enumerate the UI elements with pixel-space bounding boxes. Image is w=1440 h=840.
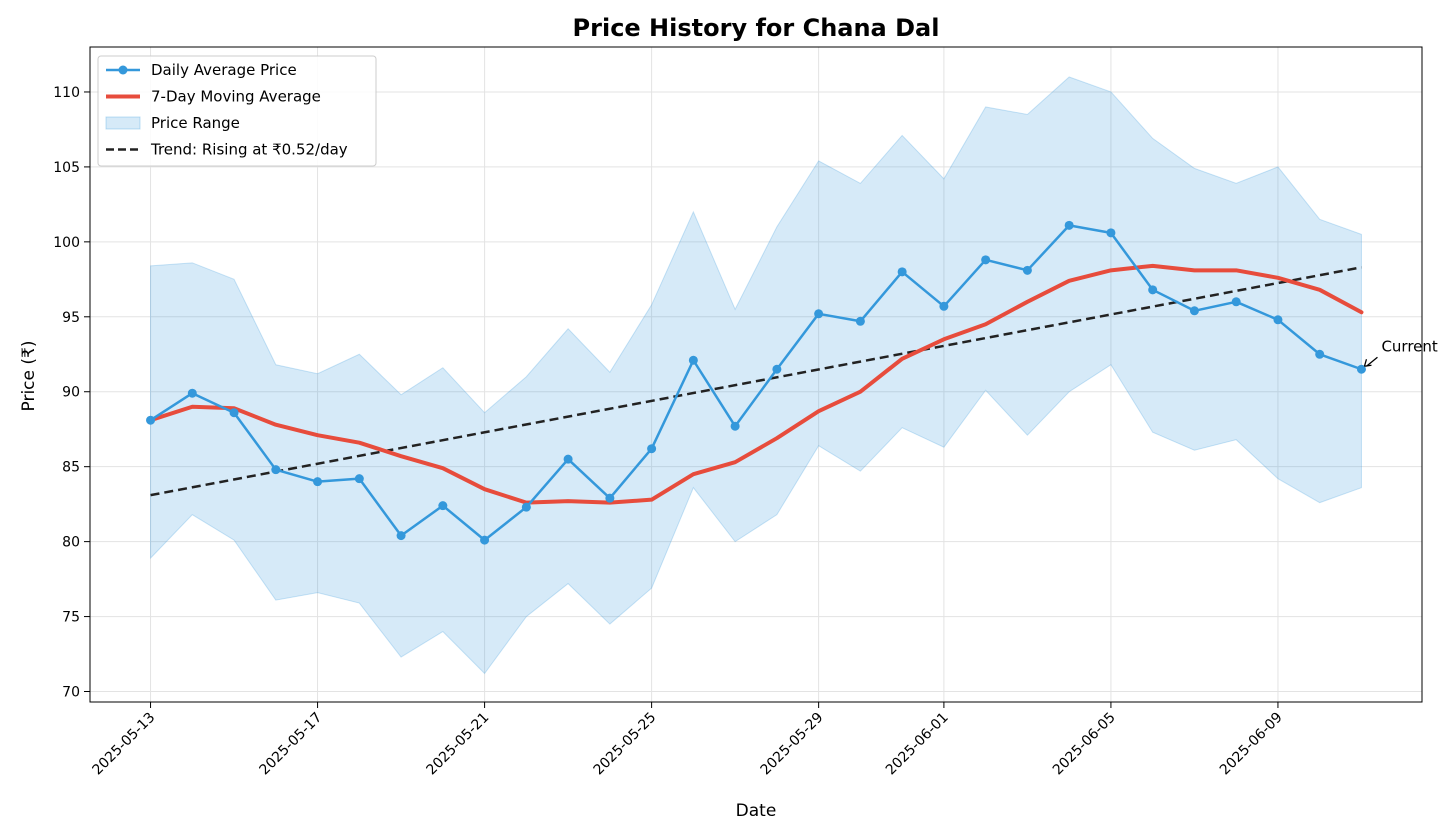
daily-price-point (1189, 306, 1199, 316)
annotation-arrowhead (1363, 359, 1372, 367)
daily-price-point (1106, 228, 1116, 238)
daily-price-point (187, 388, 197, 398)
daily-price-point (730, 421, 740, 431)
daily-price-point (146, 415, 156, 425)
y-tick-label: 110 (53, 85, 80, 101)
annotation-arrow (1366, 356, 1378, 367)
daily-price-point (313, 477, 323, 487)
daily-price-point (1064, 220, 1074, 230)
legend-label: 7-Day Moving Average (151, 88, 321, 106)
price-range-band (150, 76, 1362, 675)
annotations: Current (1363, 337, 1438, 367)
daily-price-point (688, 355, 698, 365)
daily-price-point (1273, 315, 1283, 325)
daily-price-point (480, 535, 490, 545)
plot-frame (89, 46, 1423, 703)
y-tick-label: 100 (53, 235, 80, 251)
daily-price-point (229, 408, 239, 418)
daily-price-point (1231, 297, 1241, 307)
daily-price-point (438, 501, 448, 511)
y-tick-label: 95 (62, 310, 80, 326)
x-axis-label: Date (736, 801, 777, 821)
y-tick-label: 70 (62, 685, 80, 701)
daily-price-point (1148, 285, 1158, 295)
legend-label: Price Range (151, 114, 240, 132)
daily-price-point (1315, 349, 1325, 359)
legend-swatch-marker (118, 65, 128, 75)
daily-price-point (772, 364, 782, 374)
grid (90, 47, 1422, 702)
legend-box (97, 55, 377, 167)
daily-price-point (939, 301, 949, 311)
annotation-label: Current (1381, 337, 1437, 355)
chart-title: Price History for Chana Dal (573, 14, 940, 42)
y-tick-label: 75 (62, 610, 80, 626)
moving-average-polyline (148, 263, 1364, 505)
daily-price-point (354, 474, 364, 484)
daily-average-polyline (149, 224, 1362, 542)
y-axis-label: Price (₹) (19, 341, 39, 412)
y-axis-ticks: 70 75 80 85 90 95 100 105 110 (53, 85, 90, 701)
y-tick-label: 80 (62, 535, 80, 551)
daily-average-line (146, 220, 1366, 545)
daily-price-point (647, 444, 657, 454)
daily-price-point (1356, 364, 1366, 374)
daily-price-point (981, 255, 991, 265)
trend-dashed-line (150, 266, 1362, 497)
y-tick-label: 85 (62, 460, 80, 476)
legend-label: Daily Average Price (151, 61, 297, 79)
daily-price-point (605, 493, 615, 503)
daily-price-point (563, 454, 573, 464)
legend-swatch-range (105, 116, 141, 130)
daily-price-point (897, 267, 907, 277)
daily-price-point (396, 531, 406, 541)
y-tick-label: 105 (53, 160, 80, 176)
daily-price-point (271, 465, 281, 475)
y-tick-label: 90 (62, 385, 80, 401)
legend: Daily Average Price 7-Day Moving Average P… (97, 55, 377, 167)
daily-price-point (855, 316, 865, 326)
daily-price-point (814, 309, 824, 319)
daily-price-point (1022, 265, 1032, 275)
price-range-area (150, 76, 1362, 675)
legend-label: Trend: Rising at ₹0.52/day (150, 141, 348, 159)
daily-price-point (521, 502, 531, 512)
trend-line (150, 266, 1362, 497)
moving-average-line (148, 263, 1364, 505)
